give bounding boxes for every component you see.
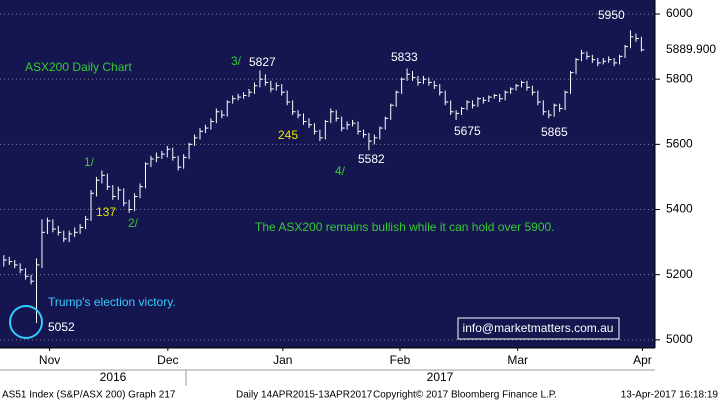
y-tick-label: 5200: [666, 267, 693, 281]
chart-title: ASX200 Daily Chart: [25, 60, 132, 74]
x-tick-label: Mar: [507, 353, 528, 367]
footer: Copyright© 2017 Bloomberg Finance L.P.: [373, 390, 557, 401]
annotation: Trump's election victory.: [48, 295, 176, 309]
annotation: 137: [96, 205, 116, 219]
annotation: 5865: [541, 125, 568, 139]
year-label: 2017: [427, 370, 454, 384]
watermark-box: [457, 317, 620, 340]
highlight-circle: [9, 305, 43, 339]
annotation: 5950: [598, 8, 625, 22]
x-tick-label: Nov: [39, 353, 60, 367]
y-tick-label: 5800: [666, 71, 693, 85]
year-label: 2016: [100, 370, 127, 384]
x-tick-label: Apr: [633, 353, 652, 367]
footer: Daily 14APR2015-13APR2017: [236, 390, 373, 401]
plot-background: [0, 0, 655, 348]
footer: AS51 Index (S&P/ASX 200) Graph 217: [2, 390, 176, 401]
y-tick-label: 5600: [666, 137, 693, 151]
annotation: 245: [278, 128, 298, 142]
annotation: 5827: [249, 55, 276, 69]
annotation: The ASX200 remains bullish while it can …: [255, 220, 555, 234]
last-price-box: [658, 41, 720, 58]
annotation: 5582: [358, 152, 385, 166]
x-tick-label: Dec: [157, 353, 178, 367]
annotation: 5833: [391, 50, 418, 64]
annotation: 4/: [335, 164, 346, 178]
footer: 13-Apr-2017 16:18:19: [621, 390, 719, 401]
y-tick-label: 5400: [666, 202, 693, 216]
last-price-label: 5889.900: [666, 42, 716, 56]
annotation: 5675: [454, 124, 481, 138]
y-tick-label: 6000: [666, 6, 693, 20]
x-tick-label: Jan: [273, 353, 292, 367]
annotation: 3/: [231, 54, 242, 68]
x-tick-label: Feb: [390, 353, 411, 367]
annotation: 1/: [84, 155, 95, 169]
annotation: 5052: [48, 320, 75, 334]
annotation: 2/: [128, 216, 139, 230]
watermark: info@marketmatters.com.au: [463, 321, 614, 335]
y-tick-label: 5000: [666, 332, 693, 346]
